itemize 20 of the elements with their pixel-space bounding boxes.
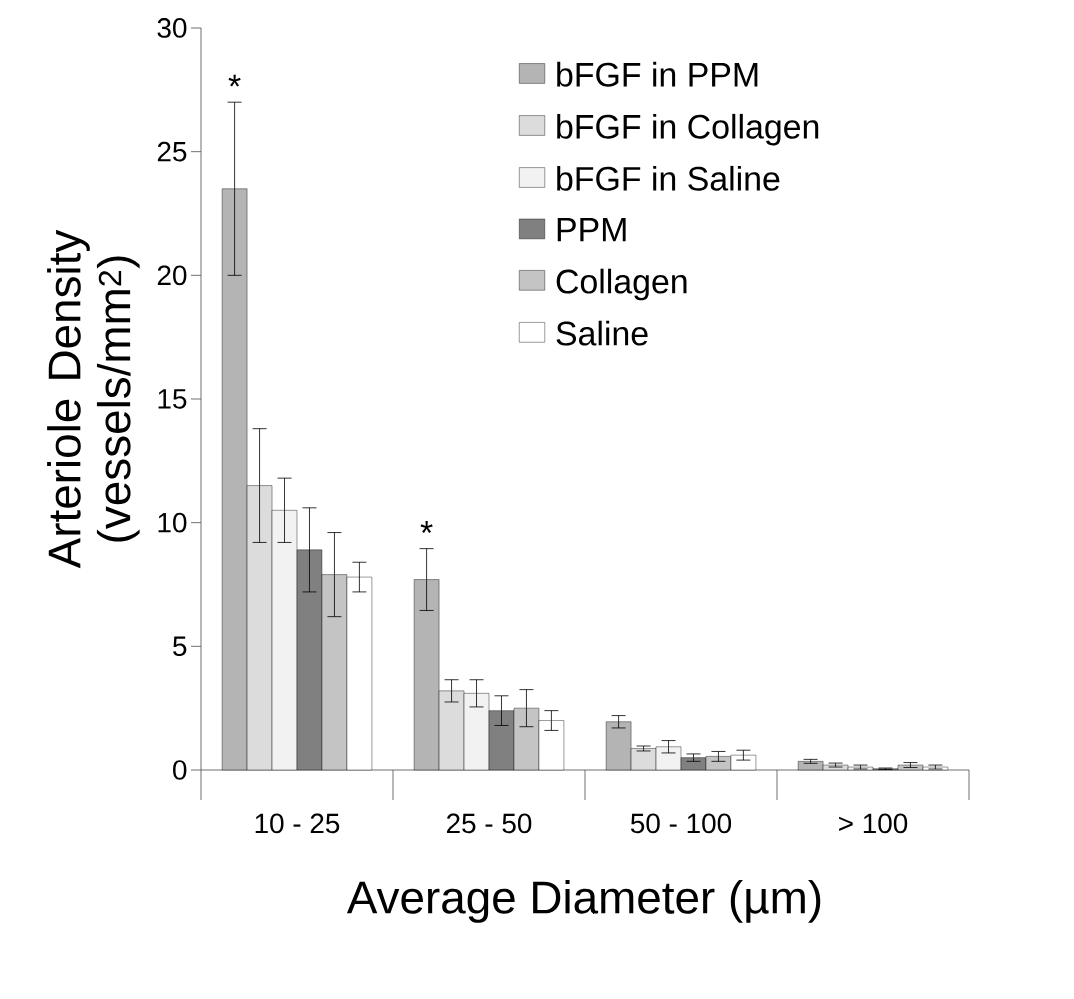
legend-label: bFGF in Saline (557, 165, 780, 191)
y-tick-label: 5 (173, 636, 187, 657)
legend-label: bFGF in Collagen (557, 113, 819, 146)
y-tick-label: 20 (157, 265, 187, 286)
y-tick-label: 15 (158, 389, 187, 409)
annotation: * (228, 74, 241, 87)
annotation: * (420, 521, 433, 534)
x-tick-label: 25 - 50 (446, 813, 532, 834)
y-tick-label: 30 (157, 18, 187, 38)
x-axis-title: Average Diameter (µm) (346, 880, 821, 923)
y-tick-label: 25 (157, 141, 187, 162)
y-tick-label: 0 (173, 760, 187, 780)
legend-label: PPM (557, 217, 626, 242)
legend-label: Collagen (556, 268, 687, 301)
legend-label: Saline (556, 320, 648, 346)
y-tick-label: 10 (158, 512, 187, 533)
x-tick-label: 50 - 100 (630, 813, 732, 834)
legend-label: bFGF in PPM (557, 61, 758, 87)
x-tick-label: 10 - 25 (255, 813, 340, 834)
x-tick-label: > 100 (839, 813, 908, 834)
